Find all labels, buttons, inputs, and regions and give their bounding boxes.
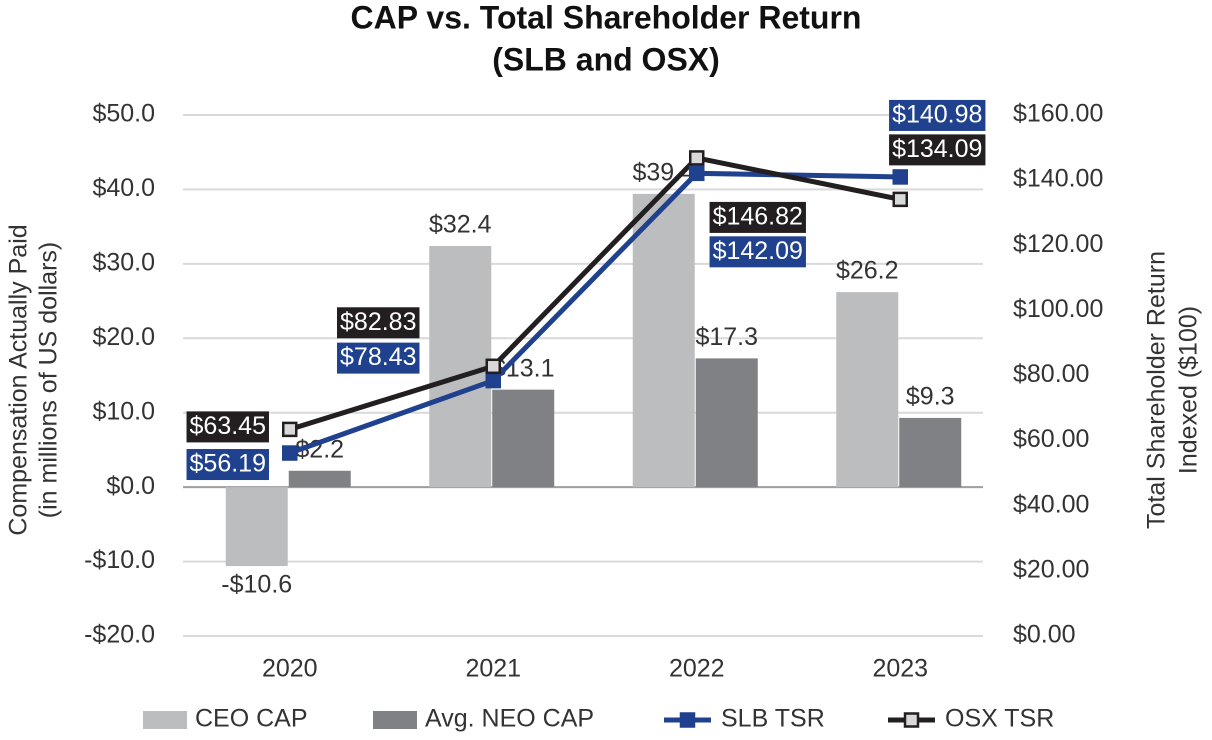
marker [892,169,908,185]
x-tick-label: 2023 [872,655,928,683]
marker [485,358,501,375]
legend-swatch [903,712,920,728]
y-tick-label: $40.0 [92,174,155,202]
chart-title: CAP vs. Total Shareholder Return [351,0,862,35]
bar [899,417,962,488]
y2-tick-label: $80.00 [1013,360,1089,388]
line [289,155,901,432]
y-tick-label: $10.0 [92,397,155,425]
data-label: $82.83 [340,308,416,336]
legend-swatch [679,712,696,728]
y-tick-label: $0.0 [106,472,155,500]
data-label-box [186,411,269,443]
data-label-box [337,342,420,374]
y2-tick-label: $120.00 [1013,230,1103,258]
data-label: $134.09 [892,135,982,163]
y2-axis-label: Total Shareholder Return [1143,251,1171,529]
y2-tick-label: $40.00 [1013,490,1089,518]
y-axis-label: Compensation Actually Paid [5,224,33,535]
data-label-box [709,236,806,268]
line [288,170,901,456]
bar [836,292,899,488]
y-axis-label: (in millions of US dollars) [35,242,63,518]
data-label: $9.3 [906,383,955,411]
legend-swatch [143,711,187,729]
y2-axis-label: Indexed ($100) [1175,306,1203,474]
y-tick-label: -$20.0 [84,621,155,649]
y2-tick-label: $60.00 [1013,425,1089,453]
bar [492,389,555,488]
data-label-box [709,201,806,233]
marker [689,150,705,166]
marker [892,191,908,208]
y-tick-label: $50.0 [92,100,155,128]
bar [632,193,695,488]
bar [695,358,758,488]
bar [429,245,492,488]
x-tick-label: 2021 [465,655,521,683]
data-label-box [889,99,986,131]
data-label: $142.09 [713,237,803,265]
data-label: $63.45 [190,412,266,440]
data-label: -$10.6 [221,571,292,599]
data-label-box [337,307,420,339]
data-label: $140.98 [892,101,982,129]
data-label: $17.3 [695,323,758,351]
y-tick-label: -$10.0 [84,546,155,574]
marker [282,421,298,438]
legend-label: Avg. NEO CAP [425,705,594,733]
bar [288,470,351,488]
y2-tick-label: $100.00 [1013,295,1103,323]
data-label-box [186,449,269,481]
legend-label: OSX TSR [945,705,1054,733]
x-tick-label: 2020 [262,655,318,683]
y2-tick-label: $0.00 [1013,621,1076,649]
bar [225,487,288,567]
y-tick-label: $20.0 [92,323,155,351]
marker [282,445,298,461]
marker [485,372,501,389]
data-label-box [889,134,986,166]
marker [689,165,705,182]
data-label: $32.4 [429,211,492,239]
data-label: $56.19 [190,450,266,478]
legend-swatch [373,711,417,729]
data-label: $26.2 [836,257,899,285]
data-label: $78.43 [340,343,416,371]
y2-tick-label: $20.00 [1013,555,1089,583]
x-tick-label: 2022 [669,655,725,683]
legend-label: CEO CAP [195,705,308,733]
legend-label: SLB TSR [721,705,825,733]
y2-tick-label: $160.00 [1013,100,1103,128]
chart-title: (SLB and OSX) [492,41,720,77]
data-label: $146.82 [713,203,803,231]
y2-tick-label: $140.00 [1013,165,1103,193]
y-tick-label: $30.0 [92,248,155,276]
